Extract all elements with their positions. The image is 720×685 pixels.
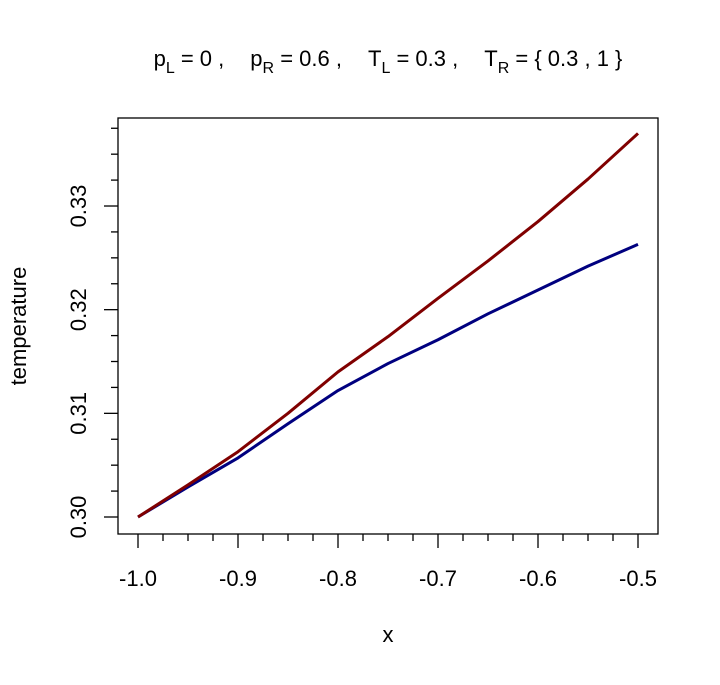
title-symbol: p: [250, 46, 262, 71]
y-tick-label: 0.30: [66, 496, 91, 539]
x-tick-label: -0.9: [219, 566, 257, 591]
title-value: = 0.6 ,: [274, 46, 342, 71]
y-axis-label: temperature: [6, 267, 31, 386]
title-value: = 0 ,: [175, 46, 225, 71]
title-value: = 0.3 ,: [390, 46, 458, 71]
title-symbol: p: [154, 46, 166, 71]
title-subscript: L: [166, 60, 175, 77]
x-axis-label: x: [383, 622, 394, 647]
x-tick-label: -0.5: [619, 566, 657, 591]
title-symbol: T: [484, 46, 497, 71]
title-subscript: R: [263, 60, 275, 77]
series-line: [137, 242, 639, 519]
title-subscript: L: [381, 60, 390, 77]
title-symbol: T: [368, 46, 381, 71]
y-tick-label: 0.31: [66, 392, 91, 435]
x-tick-label: -1.0: [119, 566, 157, 591]
x-tick-label: -0.6: [519, 566, 557, 591]
x-tick-label: -0.7: [419, 566, 457, 591]
x-tick-label: -0.8: [319, 566, 357, 591]
title-value: = { 0.3 , 1 }: [509, 46, 622, 71]
title-subscript: R: [498, 60, 510, 77]
series-line: [137, 132, 640, 519]
chart-title: pL = 0 , pR = 0.6 , TL = 0.3 , TR = { 0.3 ,…: [154, 46, 623, 77]
y-tick-label: 0.32: [66, 288, 91, 331]
y-tick-label: 0.33: [66, 185, 91, 228]
